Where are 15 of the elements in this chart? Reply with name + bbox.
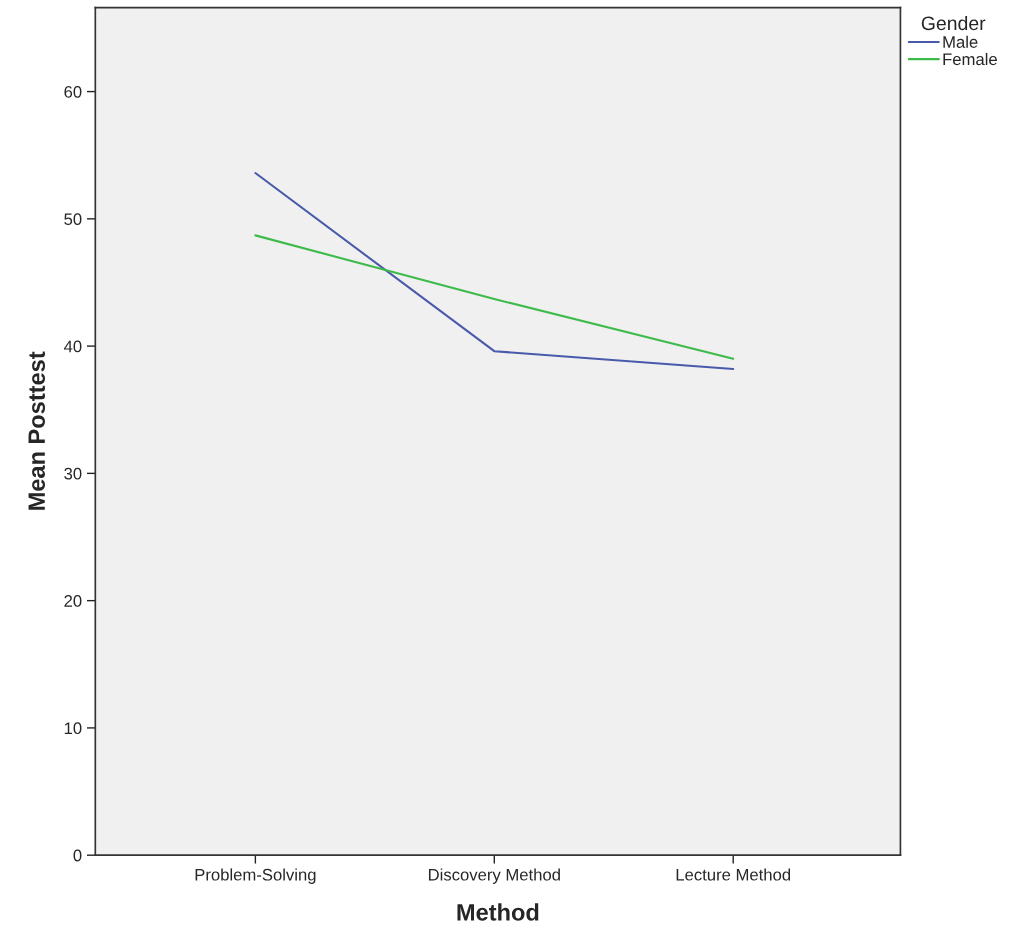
legend-title: Gender xyxy=(921,15,986,31)
y-tick-label: 0 xyxy=(73,849,82,862)
legend-label: Male xyxy=(943,35,978,48)
x-axis-title: Method xyxy=(457,903,539,921)
y-tick-label: 30 xyxy=(64,467,82,480)
y-tick-label: 40 xyxy=(63,340,82,353)
y-tick-label: 60 xyxy=(64,85,82,98)
y-tick-label: 20 xyxy=(64,595,82,607)
y-tick-label: 10 xyxy=(64,722,82,735)
x-tick-label: Lecture Method xyxy=(676,868,791,881)
legend-label: Female xyxy=(943,52,997,66)
y-axis-title: Mean Posttest xyxy=(28,351,46,510)
x-tick-label: Discovery Method xyxy=(428,868,560,884)
y-tick-label: 50 xyxy=(64,213,82,226)
x-tick-label: Problem-Solving xyxy=(195,868,316,884)
